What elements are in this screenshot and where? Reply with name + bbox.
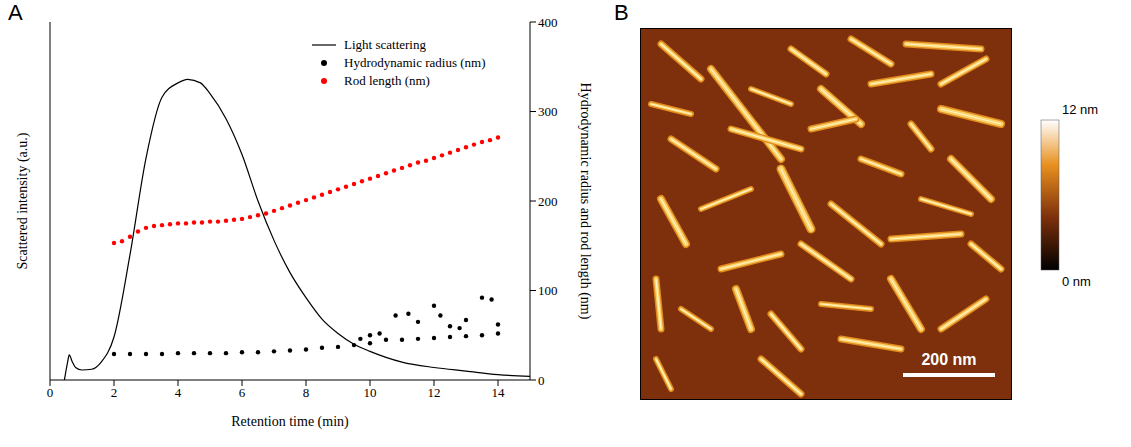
svg-text:300: 300 [538, 104, 558, 119]
svg-text:Hydrodynamic radius and rod le: Hydrodynamic radius and rod length (nm) [577, 83, 593, 320]
svg-text:Scattered intensity (a.u.): Scattered intensity (a.u.) [15, 132, 31, 269]
svg-text:Retention time (min): Retention time (min) [231, 414, 349, 430]
html-text:A: A [8, 0, 23, 25]
svg-text:2: 2 [111, 385, 118, 400]
svg-text:12: 12 [428, 385, 441, 400]
svg-text:14: 14 [492, 385, 506, 400]
svg-text:0: 0 [47, 385, 54, 400]
svg-text:200 nm: 200 nm [921, 351, 976, 368]
html-text:Light scattering: Light scattering [344, 37, 426, 52]
svg-text:100: 100 [538, 283, 558, 298]
html-text:Rod length (nm): Rod length (nm) [344, 73, 430, 88]
svg-text:0 nm: 0 nm [1062, 274, 1091, 289]
html-text:Hydrodynamic radius (nm): Hydrodynamic radius (nm) [344, 55, 486, 70]
svg-text:6: 6 [239, 385, 246, 400]
svg-text:12 nm: 12 nm [1062, 102, 1098, 117]
html-text:B: B [614, 0, 629, 25]
svg-text:200: 200 [538, 194, 558, 209]
svg-text:10: 10 [364, 385, 377, 400]
svg-text:0: 0 [538, 373, 545, 388]
svg-text:4: 4 [175, 385, 182, 400]
svg-text:400: 400 [538, 15, 558, 30]
svg-text:8: 8 [303, 385, 310, 400]
